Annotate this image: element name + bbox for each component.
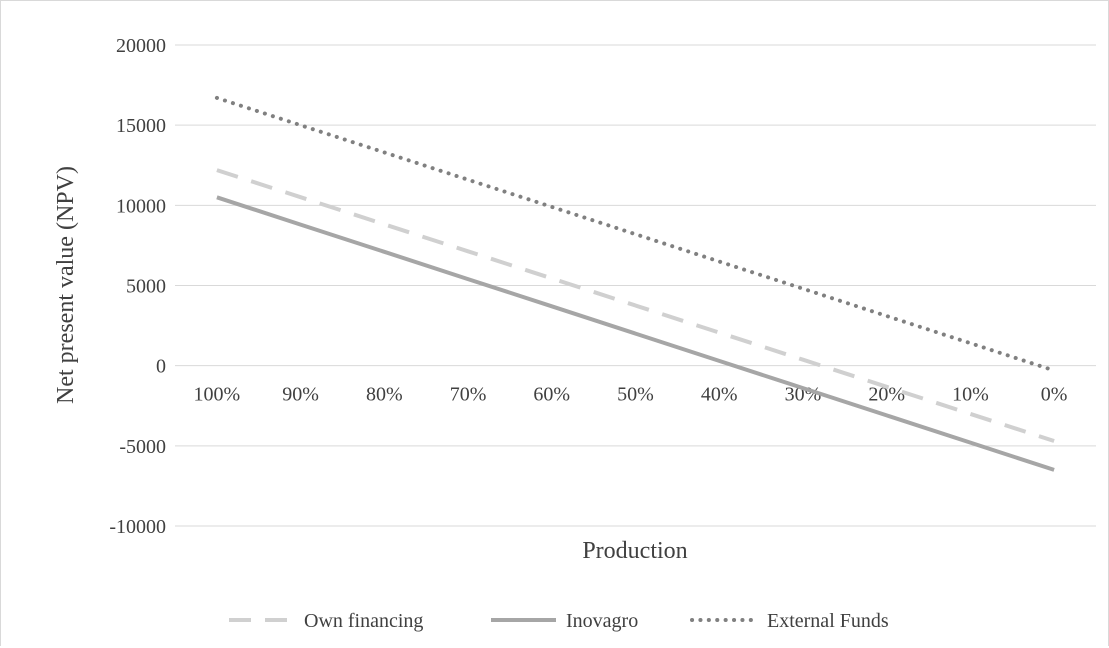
x-axis-tick-labels: 100% 90% 80% 70% 60% 50% 40% 30% 20% 10% 0% [194, 384, 1068, 406]
y-axis-tick-labels: 20000 15000 10000 5000 0 -5000 -10000 [109, 35, 166, 538]
gridlines [175, 44, 1096, 527]
legend-label: External Funds [767, 610, 889, 632]
x-tick-label: 50% [617, 384, 654, 406]
x-tick-label: 40% [701, 384, 738, 406]
y-tick-label: 5000 [126, 276, 166, 298]
series-line-own-financing [216, 168, 1055, 443]
x-tick-label: 70% [450, 384, 487, 406]
y-tick-label: 20000 [116, 35, 166, 57]
series-lines [214, 95, 1057, 472]
series-line-external-funds [214, 95, 1057, 373]
x-tick-label: 10% [952, 384, 989, 406]
y-tick-label: -5000 [119, 436, 166, 458]
legend-label: Own financing [304, 610, 423, 632]
y-tick-label: -10000 [109, 516, 166, 538]
series-line-inovagro [216, 195, 1055, 472]
y-axis-title: Net present value (NPV) [53, 166, 79, 404]
legend: Own financing Inovagro External Funds [229, 610, 889, 632]
x-tick-label: 90% [282, 384, 319, 406]
y-tick-label: 0 [156, 356, 166, 378]
y-tick-label: 10000 [116, 195, 166, 217]
x-tick-label: 20% [868, 384, 905, 406]
x-axis-title: Production [582, 538, 687, 564]
x-tick-label: 100% [194, 384, 241, 406]
legend-label: Inovagro [566, 610, 638, 632]
x-tick-label: 80% [366, 384, 403, 406]
x-tick-label: 0% [1041, 384, 1068, 406]
y-tick-label: 15000 [116, 115, 166, 137]
x-tick-label: 60% [533, 384, 570, 406]
